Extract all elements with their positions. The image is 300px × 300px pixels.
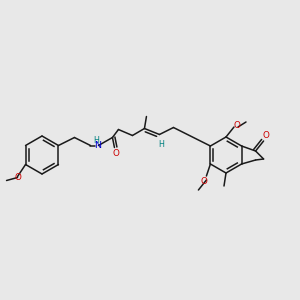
Text: O: O	[262, 131, 269, 140]
Text: O: O	[201, 178, 208, 187]
Text: N: N	[94, 141, 101, 150]
Text: H: H	[158, 140, 164, 149]
Text: O: O	[234, 122, 240, 130]
Text: O: O	[14, 173, 21, 182]
Text: H: H	[94, 136, 99, 145]
Text: O: O	[112, 149, 119, 158]
